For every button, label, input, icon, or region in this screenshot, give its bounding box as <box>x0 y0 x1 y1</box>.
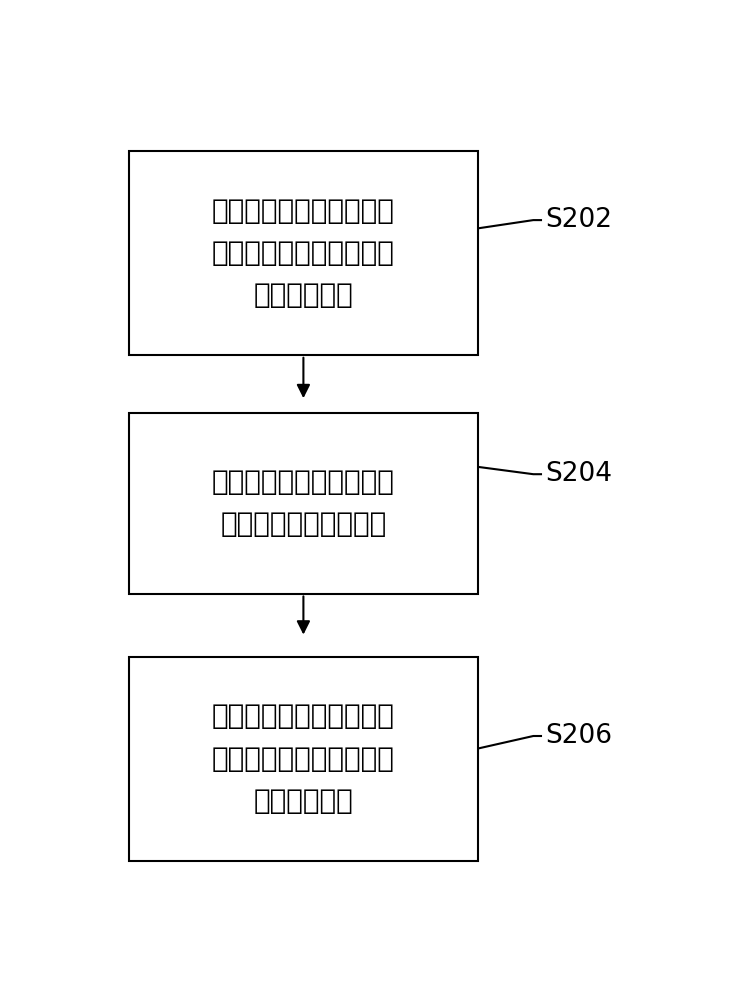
Text: 通过一球形模型将所述笛
卡尔坐标转换为极坐标: 通过一球形模型将所述笛 卡尔坐标转换为极坐标 <box>212 468 395 538</box>
Text: S206: S206 <box>545 723 612 749</box>
Text: S204: S204 <box>545 461 612 487</box>
Text: 获取随机选取的正常图像
的点及畸变图像的对应点
的笛卡尔坐标: 获取随机选取的正常图像 的点及畸变图像的对应点 的笛卡尔坐标 <box>212 197 395 309</box>
Text: S202: S202 <box>545 207 612 233</box>
Bar <box>129 151 478 355</box>
Text: 根据极坐标中的矢径的畸
变前后的值获得该球形模
型的曲率半径: 根据极坐标中的矢径的畸 变前后的值获得该球形模 型的曲率半径 <box>212 702 395 815</box>
Bar <box>129 413 478 594</box>
Bar <box>129 657 478 861</box>
